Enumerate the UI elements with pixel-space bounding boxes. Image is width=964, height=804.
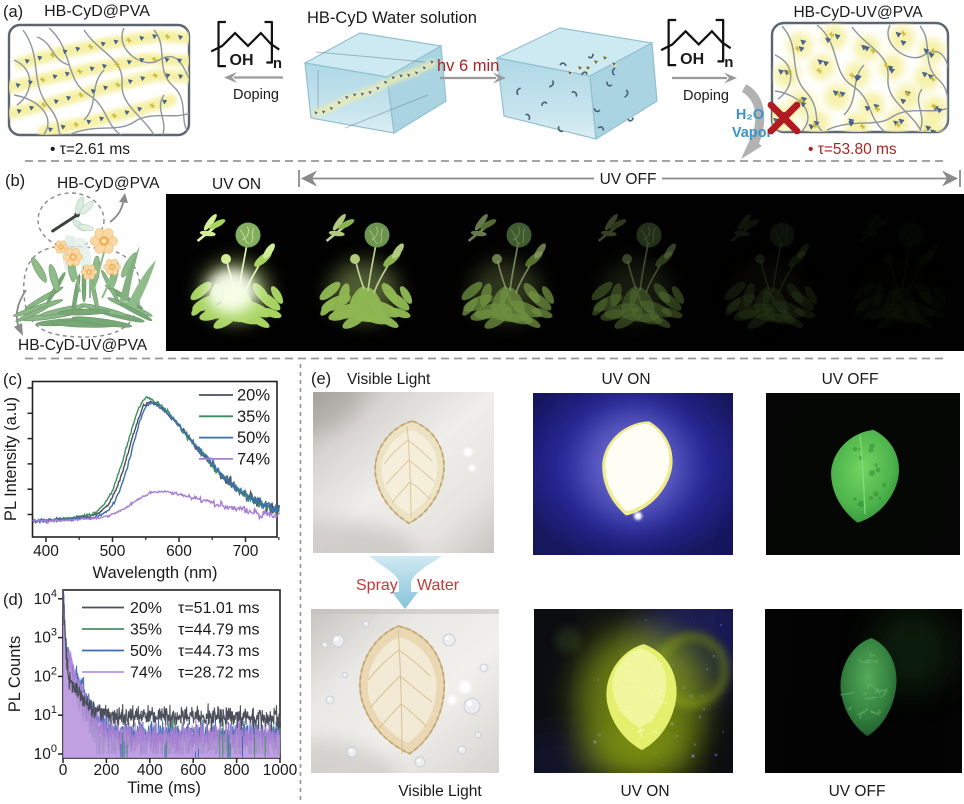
svg-text:74%: 74%: [237, 450, 270, 468]
svg-text:n: n: [724, 54, 733, 71]
svg-text:1000: 1000: [263, 762, 298, 779]
svg-text:(a): (a): [3, 3, 23, 21]
svg-text:500: 500: [100, 543, 126, 560]
svg-text:τ=51.01 ms: τ=51.01 ms: [178, 600, 259, 617]
svg-text:Doping: Doping: [233, 87, 279, 103]
svg-text:600: 600: [180, 762, 206, 779]
svg-text:Spray: Spray: [356, 577, 398, 594]
svg-text:UV ON: UV ON: [212, 176, 261, 193]
svg-text:PL Intensity (a.u): PL Intensity (a.u): [2, 397, 20, 521]
svg-text:OH: OH: [230, 52, 254, 69]
svg-text:400: 400: [137, 762, 163, 779]
svg-text:0: 0: [59, 762, 68, 779]
svg-text:τ=44.79 ms: τ=44.79 ms: [178, 622, 259, 639]
svg-text:20%: 20%: [130, 600, 162, 617]
svg-text:50%: 50%: [237, 429, 270, 447]
svg-text:200: 200: [93, 762, 119, 779]
svg-text:35%: 35%: [237, 408, 270, 426]
svg-text:UV OFF: UV OFF: [600, 171, 657, 188]
svg-text:(d): (d): [3, 591, 23, 609]
svg-text:Wavelength (nm): Wavelength (nm): [92, 564, 217, 582]
svg-text:Visible Light: Visible Light: [347, 371, 431, 388]
svg-text:HB-CyD@PVA: HB-CyD@PVA: [57, 175, 160, 192]
svg-text:Doping: Doping: [683, 88, 729, 104]
svg-text:Water: Water: [417, 577, 460, 594]
svg-text:UV OFF: UV OFF: [822, 371, 879, 388]
svg-text:74%: 74%: [130, 665, 162, 682]
svg-text:UV ON: UV ON: [601, 371, 650, 388]
svg-text:800: 800: [224, 762, 250, 779]
svg-text:hv 6 min: hv 6 min: [437, 57, 499, 75]
svg-text:(c): (c): [3, 371, 22, 389]
svg-text:UV ON: UV ON: [620, 783, 669, 800]
svg-text:UV OFF: UV OFF: [829, 783, 886, 800]
svg-text:600: 600: [166, 543, 192, 560]
svg-text:HB-CyD-UV@PVA: HB-CyD-UV@PVA: [793, 4, 923, 21]
svg-text:HB-CyD-UV@PVA: HB-CyD-UV@PVA: [18, 337, 148, 354]
svg-text:PL Counts: PL Counts: [6, 636, 24, 712]
svg-text:20%: 20%: [237, 387, 270, 405]
svg-text:n: n: [273, 55, 282, 72]
svg-text:HB-CyD@PVA: HB-CyD@PVA: [44, 3, 150, 20]
svg-text:• τ=53.80 ms: • τ=53.80 ms: [808, 141, 897, 158]
svg-text:(e): (e): [311, 370, 331, 388]
svg-text:35%: 35%: [130, 622, 162, 639]
svg-text:700: 700: [233, 543, 259, 560]
svg-text:Time (ms): Time (ms): [127, 779, 201, 797]
svg-text:Vapor: Vapor: [732, 125, 773, 141]
svg-text:H₂O: H₂O: [736, 107, 764, 123]
svg-text:OH: OH: [680, 51, 704, 68]
svg-text:HB-CyD Water solution: HB-CyD Water solution: [307, 9, 477, 27]
svg-text:(b): (b): [5, 172, 25, 190]
svg-text:τ=28.72 ms: τ=28.72 ms: [178, 665, 259, 682]
svg-text:50%: 50%: [130, 643, 162, 660]
svg-text:400: 400: [33, 543, 59, 560]
svg-text:τ=44.73 ms: τ=44.73 ms: [178, 643, 259, 660]
svg-text:Visible Light: Visible Light: [398, 783, 482, 800]
svg-text:• τ=2.61 ms: • τ=2.61 ms: [50, 141, 130, 158]
